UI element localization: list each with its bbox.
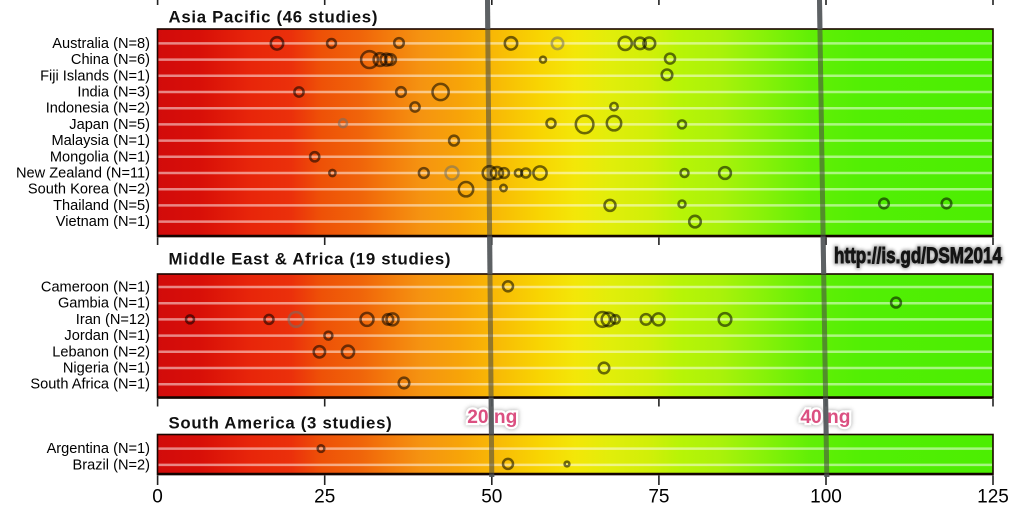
svg-text:Indonesia (N=2): Indonesia (N=2) <box>46 101 150 117</box>
svg-text:India (N=3): India (N=3) <box>77 85 150 101</box>
svg-text:New Zealand (N=11): New Zealand (N=11) <box>16 166 150 182</box>
svg-text:25: 25 <box>314 487 335 508</box>
svg-text:http://is.gd/DSM2014: http://is.gd/DSM2014 <box>834 243 1002 268</box>
svg-text:http://is.gd/DSM2014: http://is.gd/DSM2014 <box>834 243 1002 268</box>
svg-text:Japan (N=5): Japan (N=5) <box>69 117 150 133</box>
svg-text:South Africa (N=1): South Africa (N=1) <box>30 377 150 393</box>
svg-text:Jordan (N=1): Jordan (N=1) <box>64 328 150 344</box>
svg-text:Lebanon (N=2): Lebanon (N=2) <box>52 344 150 360</box>
svg-text:Vietnam (N=1): Vietnam (N=1) <box>56 214 150 230</box>
svg-text:Mongolia (N=1): Mongolia (N=1) <box>50 149 150 165</box>
svg-text:Australia (N=8): Australia (N=8) <box>52 36 150 52</box>
svg-text:Middle East & Africa (19 studi: Middle East & Africa (19 studies) <box>169 250 452 269</box>
svg-text:Thailand (N=5): Thailand (N=5) <box>53 198 150 214</box>
svg-text:Brazil (N=2): Brazil (N=2) <box>73 457 150 473</box>
svg-text:100: 100 <box>810 487 842 508</box>
svg-text:Argentina (N=1): Argentina (N=1) <box>47 441 150 457</box>
svg-text:Gambia (N=1): Gambia (N=1) <box>58 296 150 312</box>
svg-text:Iran (N=12): Iran (N=12) <box>76 312 150 328</box>
svg-text:South America (3 studies): South America (3 studies) <box>169 414 393 433</box>
svg-text:0: 0 <box>152 487 163 508</box>
svg-text:China (N=6): China (N=6) <box>71 52 150 68</box>
svg-text:Malaysia (N=1): Malaysia (N=1) <box>51 133 150 149</box>
svg-text:South Korea (N=2): South Korea (N=2) <box>28 182 150 198</box>
svg-text:Fiji Islands (N=1): Fiji Islands (N=1) <box>40 68 150 84</box>
svg-text:75: 75 <box>648 487 669 508</box>
svg-text:Cameroon (N=1): Cameroon (N=1) <box>41 280 150 296</box>
svg-text:125: 125 <box>977 487 1009 508</box>
svg-text:Asia Pacific (46 studies): Asia Pacific (46 studies) <box>169 8 379 27</box>
svg-text:Nigeria (N=1): Nigeria (N=1) <box>63 361 150 377</box>
svg-text:50: 50 <box>481 487 502 508</box>
